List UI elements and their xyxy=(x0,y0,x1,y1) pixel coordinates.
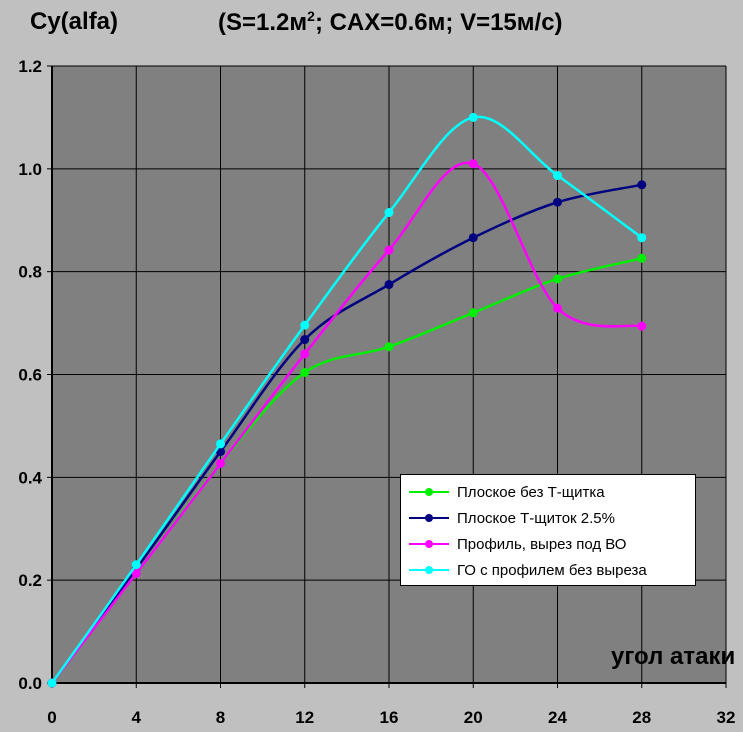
data-point xyxy=(300,335,310,345)
data-point xyxy=(468,233,478,243)
legend-marker xyxy=(425,540,433,548)
x-tick-label: 28 xyxy=(632,708,651,727)
grid xyxy=(52,65,727,683)
legend-marker xyxy=(425,514,433,522)
data-point xyxy=(47,678,57,688)
legend-marker xyxy=(425,566,433,574)
y-tick-label: 1.2 xyxy=(18,57,42,76)
x-tick-label: 32 xyxy=(717,708,736,727)
x-tick-label: 20 xyxy=(464,708,483,727)
x-tick-label: 8 xyxy=(216,708,225,727)
legend-marker xyxy=(425,488,433,496)
legend-label: ГО с профилем без выреза xyxy=(457,561,647,579)
chart-title-suffix: ; CAX=0.6м; V=15м/с) xyxy=(314,9,563,36)
data-point xyxy=(637,233,647,243)
axes xyxy=(47,65,727,688)
y-tick-label: 0.6 xyxy=(18,366,42,385)
legend-symbol xyxy=(409,557,449,583)
data-point xyxy=(553,274,562,284)
data-point xyxy=(300,367,310,377)
legend-item: Профиль, вырез под ВО xyxy=(401,531,695,557)
tick-labels: 0.0 0.2 0.4 0.6 0.8 1.0 1.2 0 4 8 12 16 20 24 28 32 xyxy=(18,57,735,727)
legend: Плоское без Т-щитка Плоское Т-щиток 2.5% П… xyxy=(400,474,696,586)
legend-item: Плоское Т-щиток 2.5% xyxy=(401,505,695,531)
x-tick-label: 24 xyxy=(548,708,567,727)
series-layer xyxy=(47,112,647,688)
data-point xyxy=(300,320,310,330)
legend-symbol xyxy=(409,531,449,557)
chart-title-prefix: (S=1.2м xyxy=(218,9,308,36)
chart-title-superscript: 2 xyxy=(307,8,315,24)
legend-label: Профиль, вырез под ВО xyxy=(457,535,627,553)
data-point xyxy=(553,197,562,207)
chart-title-left: Cy(alfa) xyxy=(30,8,119,35)
legend-symbol xyxy=(409,505,449,531)
x-tick-label: 12 xyxy=(295,708,314,727)
data-point xyxy=(131,568,141,578)
data-point xyxy=(300,349,310,359)
data-point xyxy=(468,308,478,318)
y-tick-label: 0.4 xyxy=(18,468,42,487)
data-point xyxy=(637,321,647,331)
data-point xyxy=(553,171,562,181)
y-tick-label: 1.0 xyxy=(18,160,42,179)
legend-item: Плоское без Т-щитка xyxy=(401,479,695,505)
data-point xyxy=(384,208,394,218)
legend-symbol xyxy=(409,479,449,505)
x-axis-label: угол атаки xyxy=(611,643,736,670)
legend-label: Плоское без Т-щитка xyxy=(457,483,605,501)
data-point xyxy=(468,159,478,169)
y-tick-label: 0.2 xyxy=(18,571,42,590)
x-tick-label: 4 xyxy=(132,708,142,727)
data-point xyxy=(637,253,647,263)
series-4 xyxy=(47,112,647,688)
series-line xyxy=(50,115,643,684)
y-tick-label: 0.0 xyxy=(18,674,42,693)
data-point xyxy=(216,447,225,457)
legend-item: ГО с профилем без выреза xyxy=(401,557,695,583)
data-point xyxy=(216,458,225,468)
data-point xyxy=(384,342,394,352)
legend-label: Плоское Т-щиток 2.5% xyxy=(457,509,615,527)
data-point xyxy=(468,112,478,122)
x-tick-label: 0 xyxy=(47,708,56,727)
y-tick-label: 0.8 xyxy=(18,263,42,282)
data-point xyxy=(553,303,562,313)
series-line xyxy=(51,161,643,684)
data-point xyxy=(131,560,141,570)
data-point xyxy=(384,245,394,255)
chart-title: (S=1.2м2; CAX=0.6м; V=15м/с) xyxy=(218,8,563,37)
data-point xyxy=(216,439,225,449)
data-point xyxy=(384,280,394,290)
x-tick-label: 16 xyxy=(380,708,399,727)
data-point xyxy=(637,180,647,190)
